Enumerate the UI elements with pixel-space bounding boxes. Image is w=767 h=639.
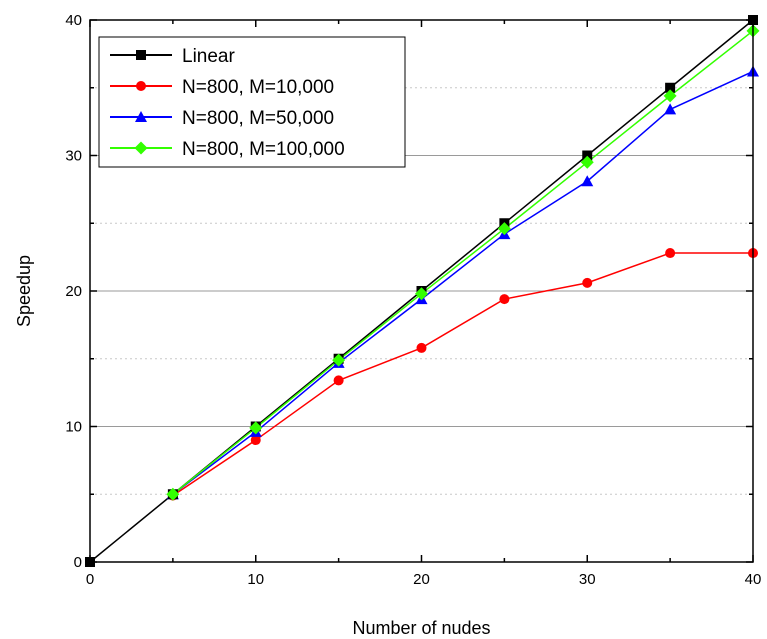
series-line bbox=[172, 30, 754, 495]
tick-labels: 0 10 20 30 40 0 10 20 30 40 bbox=[65, 12, 761, 588]
data-point bbox=[663, 89, 677, 103]
x-tick-label: 0 bbox=[86, 571, 94, 588]
data-point bbox=[664, 103, 677, 115]
data-point bbox=[582, 150, 593, 161]
data-point bbox=[166, 487, 180, 501]
data-point bbox=[333, 375, 344, 386]
legend-item: Linear bbox=[110, 46, 235, 67]
legend-marker bbox=[134, 141, 148, 155]
data-point bbox=[250, 435, 261, 446]
legend-marker bbox=[136, 50, 146, 60]
data-point bbox=[580, 155, 594, 169]
y-tick-label: 30 bbox=[65, 148, 82, 165]
axis-ticks bbox=[89, 19, 754, 563]
x-axis-title: Number of nudes bbox=[352, 618, 490, 638]
data-point bbox=[497, 222, 511, 236]
series-lines bbox=[89, 19, 754, 563]
data-point bbox=[416, 342, 427, 353]
y-tick-label: 10 bbox=[65, 419, 82, 436]
data-point bbox=[415, 287, 428, 301]
y-tick-label: 0 bbox=[74, 554, 82, 571]
legend-box bbox=[98, 36, 406, 168]
data-point bbox=[582, 277, 593, 288]
x-tick-label: 10 bbox=[247, 571, 264, 588]
legend-marker bbox=[135, 111, 147, 122]
series-line bbox=[172, 70, 754, 495]
x-tick-label: 20 bbox=[413, 571, 430, 588]
legend-label: N=800, M=50,000 bbox=[182, 108, 334, 129]
data-point bbox=[665, 248, 676, 259]
data-point bbox=[499, 294, 510, 305]
legend-item: N=800, M=50,000 bbox=[110, 108, 334, 129]
y-tick-label: 40 bbox=[65, 12, 82, 29]
legend-label: N=800, M=10,000 bbox=[182, 77, 334, 98]
legend-marker bbox=[136, 81, 146, 91]
x-tick-label: 30 bbox=[579, 571, 596, 588]
legend-item: N=800, M=10,000 bbox=[110, 77, 334, 98]
series-line bbox=[172, 252, 753, 497]
legend: Linear N=800, M=10,000 N=800, M=50,000 N=80… bbox=[98, 36, 406, 168]
y-axis-title: Speedup bbox=[14, 255, 34, 327]
legend-label: Linear bbox=[182, 46, 235, 67]
data-point bbox=[332, 353, 346, 367]
data-point bbox=[249, 421, 263, 435]
series-markers bbox=[85, 15, 760, 567]
legend-label: N=800, M=100,000 bbox=[182, 139, 345, 160]
legend-item: N=800, M=100,000 bbox=[110, 139, 345, 160]
y-tick-label: 20 bbox=[65, 283, 82, 300]
x-tick-label: 40 bbox=[745, 571, 762, 588]
data-point bbox=[581, 175, 594, 187]
data-point bbox=[665, 82, 676, 93]
